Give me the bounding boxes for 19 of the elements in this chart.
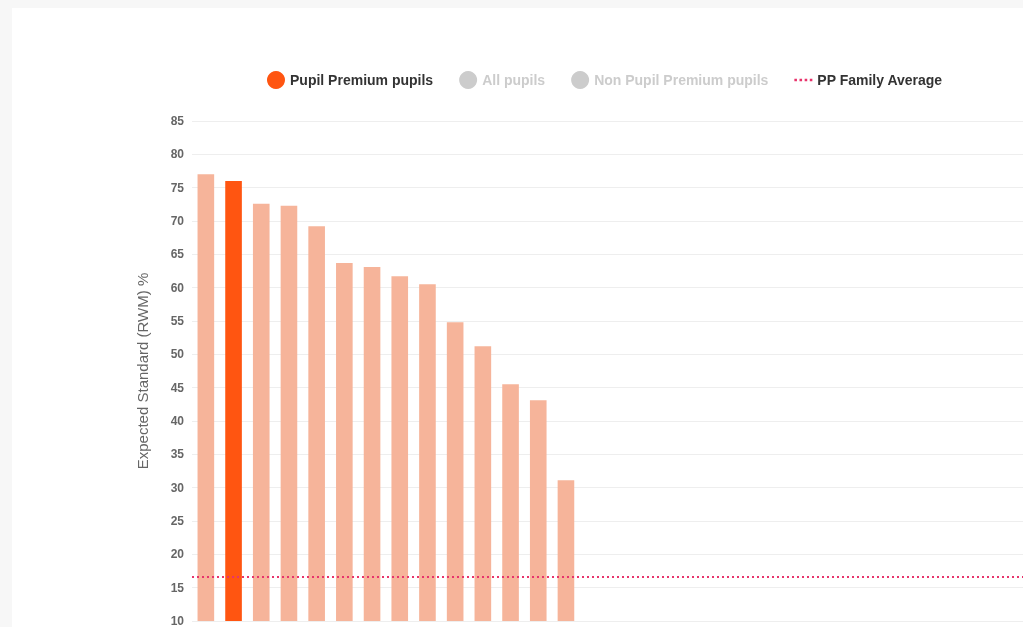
y-tick-label: 60 bbox=[170, 280, 185, 295]
y-tick-label: 10 bbox=[170, 614, 185, 627]
y-tick-label: 15 bbox=[170, 580, 185, 595]
y-tick-label: 85 bbox=[170, 114, 185, 128]
y-tick-label: 25 bbox=[170, 514, 185, 528]
y-tick-label: 50 bbox=[170, 347, 185, 362]
y-tick-label: 40 bbox=[170, 414, 185, 428]
y-tick-label: 80 bbox=[170, 147, 185, 162]
y-tick-label: 30 bbox=[170, 480, 185, 495]
y-axis-title: Expected Standard (RWM) % bbox=[134, 272, 151, 470]
legend-label: PP Family Average bbox=[817, 72, 943, 88]
y-tick-label: 20 bbox=[170, 547, 185, 562]
y-tick-label: 55 bbox=[170, 314, 185, 328]
y-tick-label: 45 bbox=[170, 380, 185, 395]
legend-label: Pupil Premium pupils bbox=[290, 72, 434, 88]
y-tick-label: 65 bbox=[170, 247, 185, 262]
y-tick-label: 75 bbox=[170, 180, 185, 195]
y-tick-label: 35 bbox=[170, 447, 185, 462]
y-tick-label: 70 bbox=[170, 214, 185, 228]
